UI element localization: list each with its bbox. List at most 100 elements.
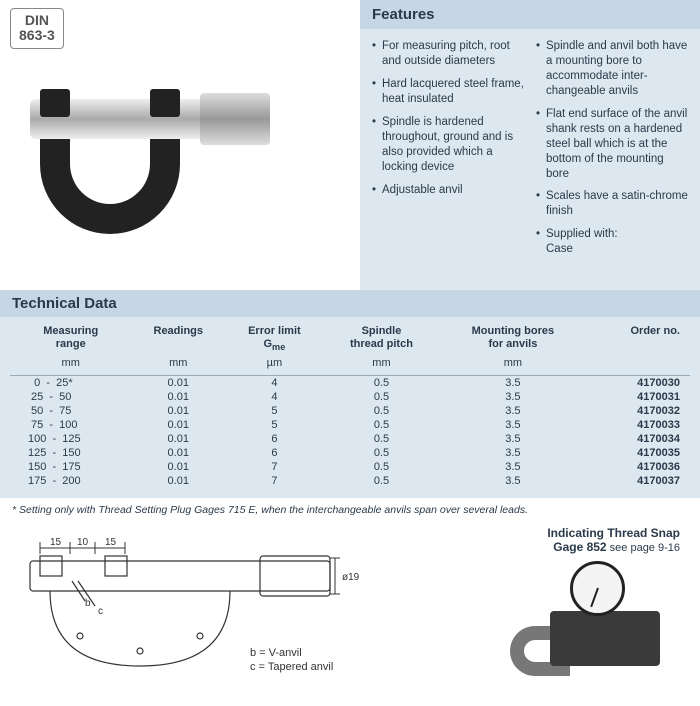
cell-range: 175 - 200 [10,474,131,488]
cell-order: 4170034 [587,432,690,446]
technical-table-body: 0 - 25*0.0140.53.54170030 25 - 500.0140.… [10,375,690,488]
table-row: 100 - 1250.0160.53.54170034 [10,432,690,446]
cell-range: 125 - 150 [10,446,131,460]
snap-gage-area: Indicating Thread Snap Gage 852 see page… [415,526,690,696]
cell-bore: 3.5 [439,446,586,460]
unit-pitch: mm [324,355,440,375]
dim-15b: 15 [105,537,117,548]
schematic-diagram: 15 10 15 b c [10,526,395,696]
cell-order: 4170036 [587,460,690,474]
cell-pitch: 0.5 [324,404,440,418]
cell-bore: 3.5 [439,474,586,488]
table-row: 150 - 1750.0170.53.54170036 [10,460,690,474]
table-header-row: Measuring range Readings Error limit Gme… [10,323,690,355]
cell-readings: 0.01 [131,460,225,474]
micrometer-illustration [10,69,290,239]
cell-bore: 3.5 [439,375,586,390]
top-row: DIN 863-3 Features For measuring pitch, … [0,0,700,290]
cell-order: 4170037 [587,474,690,488]
product-image-area: DIN 863-3 [0,0,360,290]
label-c: c [98,606,103,617]
cell-error: 5 [225,404,324,418]
cell-error: 6 [225,432,324,446]
bottom-row: 15 10 15 b c [0,520,700,706]
col-readings: Readings [131,323,225,355]
feature-item: Spindle is hardened throughout, ground a… [372,115,524,175]
table-row: 50 - 750.0150.53.54170032 [10,404,690,418]
col-mounting-bores: Mounting bores for anvils [439,323,586,355]
unit-bore: mm [439,355,586,375]
cell-order: 4170035 [587,446,690,460]
snap-dial-shape [570,561,625,616]
cell-range: 50 - 75 [10,404,131,418]
cell-readings: 0.01 [131,418,225,432]
col-thread-pitch: Spindle thread pitch [324,323,440,355]
features-header: Features [360,0,700,29]
table-row: 25 - 500.0140.53.54170031 [10,390,690,404]
cell-pitch: 0.5 [324,474,440,488]
col-error-limit: Error limit Gme [225,323,324,355]
table-unit-row: mm mm µm mm mm [10,355,690,375]
mic-frame-shape [40,139,180,234]
cell-error: 5 [225,418,324,432]
cell-order: 4170030 [587,375,690,390]
anvil-legend: b = V-anvil c = Tapered anvil [250,646,333,675]
cell-error: 6 [225,446,324,460]
cell-bore: 3.5 [439,418,586,432]
mic-thimble-shape [200,93,270,145]
cell-range: 0 - 25* [10,375,131,390]
cell-pitch: 0.5 [324,446,440,460]
cell-range: 150 - 175 [10,460,131,474]
table-row: 75 - 1000.0150.53.54170033 [10,418,690,432]
features-col2: Spindle and anvil both have a mounting b… [536,39,688,265]
cell-bore: 3.5 [439,390,586,404]
unit-range: mm [10,355,131,375]
table-row: 175 - 2000.0170.53.54170037 [10,474,690,488]
unit-readings: mm [131,355,225,375]
feature-item: Supplied with: Case [536,227,688,257]
cell-range: 25 - 50 [10,390,131,404]
footnote: * Setting only with Thread Setting Plug … [0,498,700,520]
cell-bore: 3.5 [439,460,586,474]
cell-pitch: 0.5 [324,390,440,404]
cell-readings: 0.01 [131,404,225,418]
table-row: 0 - 25*0.0140.53.54170030 [10,375,690,390]
din-line2: 863-3 [19,27,55,43]
technical-data-section: Technical Data Measuring range Readings … [0,290,700,498]
col-order-no: Order no. [587,323,690,355]
cell-error: 7 [225,460,324,474]
snap-gage-title: Indicating Thread Snap Gage 852 see page… [415,526,690,556]
feature-item: Scales have a satin-chrome finish [536,189,688,219]
col-error-sub: me [272,342,285,352]
features-col1: For measuring pitch, root and outside di… [372,39,524,265]
unit-error: µm [225,355,324,375]
unit-order [587,355,690,375]
din-badge: DIN 863-3 [10,8,64,49]
cell-readings: 0.01 [131,390,225,404]
snap-gage-illustration [510,556,670,686]
label-b: b [85,598,91,609]
table-row: 125 - 1500.0160.53.54170035 [10,446,690,460]
cell-pitch: 0.5 [324,418,440,432]
feature-item: Hard lacquered steel frame, heat insulat… [372,77,524,107]
cell-readings: 0.01 [131,432,225,446]
dia-label: ø19 [342,572,360,583]
cell-order: 4170033 [587,418,690,432]
din-line1: DIN [25,12,49,28]
snap-title-ref: see page 9-16 [607,542,680,554]
mic-anvil2-shape [150,89,180,117]
cell-readings: 0.01 [131,375,225,390]
cell-range: 100 - 125 [10,432,131,446]
cell-readings: 0.01 [131,474,225,488]
legend-b: b = V-anvil [250,646,333,660]
technical-table-wrap: Measuring range Readings Error limit Gme… [0,317,700,498]
snap-body-shape [550,611,660,666]
features-body: For measuring pitch, root and outside di… [360,29,700,279]
dim-10: 10 [77,537,89,548]
cell-pitch: 0.5 [324,460,440,474]
cell-error: 7 [225,474,324,488]
cell-bore: 3.5 [439,404,586,418]
feature-item: For measuring pitch, root and outside di… [372,39,524,69]
col-measuring-range: Measuring range [10,323,131,355]
cell-pitch: 0.5 [324,375,440,390]
